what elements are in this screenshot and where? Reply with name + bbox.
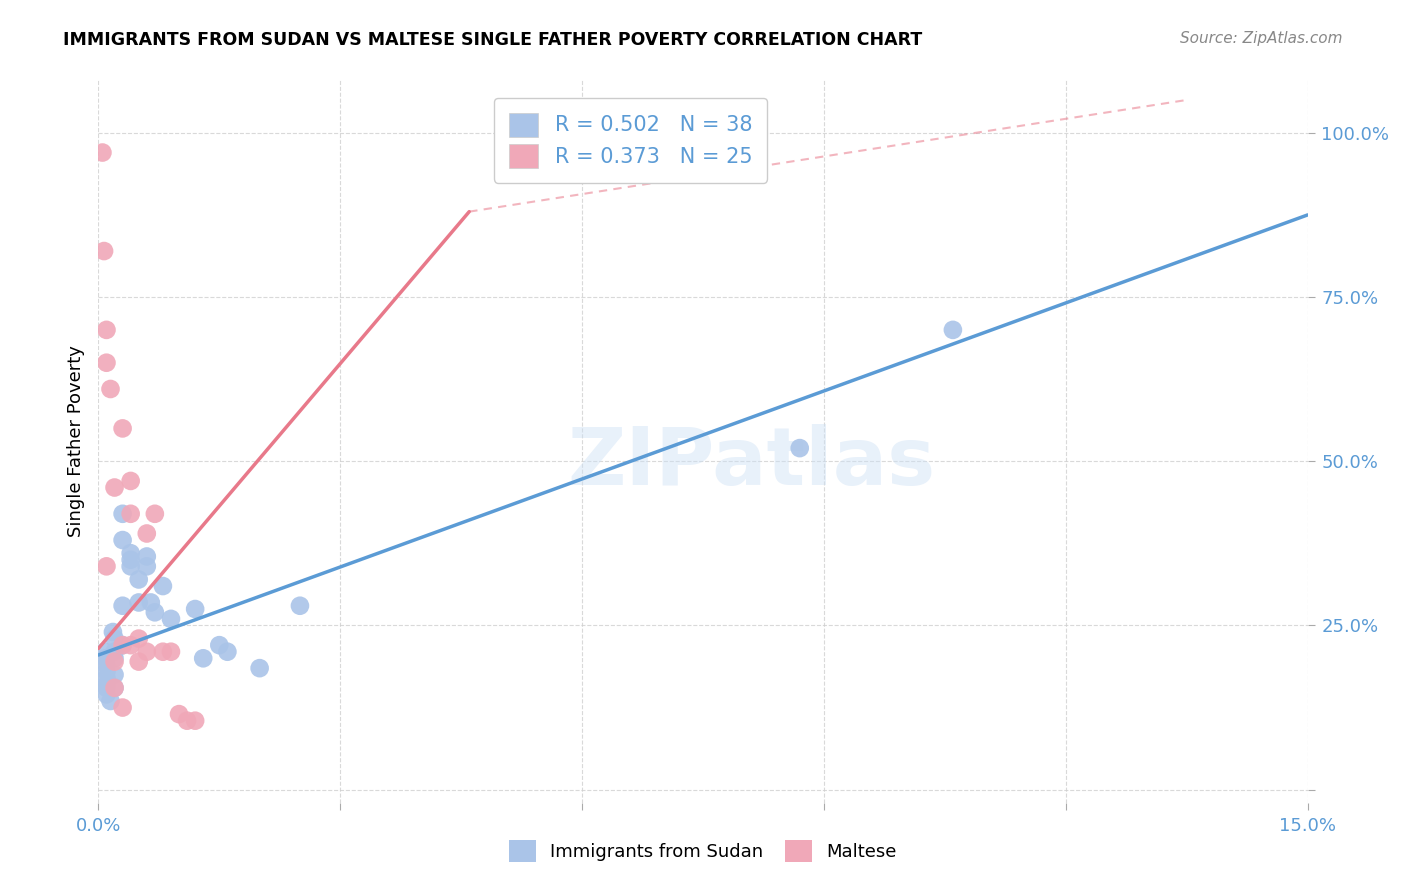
Point xyxy=(103,681,125,695)
Point xyxy=(111,507,134,521)
Point xyxy=(100,382,122,396)
Point xyxy=(111,638,134,652)
Point xyxy=(96,671,118,685)
Point xyxy=(96,323,118,337)
Point xyxy=(152,645,174,659)
Point xyxy=(942,323,965,337)
Point xyxy=(103,651,125,665)
Point xyxy=(789,441,811,455)
Point xyxy=(96,677,118,691)
Point xyxy=(91,145,114,160)
Point xyxy=(288,599,311,613)
Point xyxy=(120,474,142,488)
Point xyxy=(249,661,271,675)
Point xyxy=(128,632,150,646)
Point xyxy=(120,553,142,567)
Point xyxy=(96,559,118,574)
Y-axis label: Single Father Poverty: Single Father Poverty xyxy=(66,345,84,538)
Point xyxy=(111,700,134,714)
Point xyxy=(128,573,150,587)
Point xyxy=(111,421,134,435)
Point xyxy=(120,559,142,574)
Point xyxy=(193,651,215,665)
Point xyxy=(93,244,115,258)
Point xyxy=(94,651,117,665)
Text: Source: ZipAtlas.com: Source: ZipAtlas.com xyxy=(1180,31,1343,46)
Point xyxy=(120,507,142,521)
Legend: Immigrants from Sudan, Maltese: Immigrants from Sudan, Maltese xyxy=(502,833,904,870)
Point xyxy=(160,612,183,626)
Point xyxy=(128,655,150,669)
Point xyxy=(103,655,125,669)
Point xyxy=(120,638,142,652)
Point xyxy=(167,707,190,722)
Point xyxy=(103,667,125,681)
Point xyxy=(120,546,142,560)
Point xyxy=(139,595,162,609)
Point xyxy=(111,599,134,613)
Legend: R = 0.502   N = 38, R = 0.373   N = 25: R = 0.502 N = 38, R = 0.373 N = 25 xyxy=(494,98,766,183)
Text: ZIPatlas: ZIPatlas xyxy=(567,425,935,502)
Point xyxy=(135,526,157,541)
Point xyxy=(94,645,117,659)
Point xyxy=(160,645,183,659)
Text: IMMIGRANTS FROM SUDAN VS MALTESE SINGLE FATHER POVERTY CORRELATION CHART: IMMIGRANTS FROM SUDAN VS MALTESE SINGLE … xyxy=(63,31,922,49)
Point xyxy=(103,481,125,495)
Point xyxy=(143,507,166,521)
Point xyxy=(217,645,239,659)
Point xyxy=(100,694,122,708)
Point xyxy=(101,625,124,640)
Point xyxy=(135,645,157,659)
Point xyxy=(103,681,125,695)
Point xyxy=(152,579,174,593)
Point xyxy=(184,714,207,728)
Point xyxy=(96,665,118,679)
Point xyxy=(143,605,166,619)
Point xyxy=(96,657,118,672)
Point xyxy=(176,714,198,728)
Point xyxy=(111,638,134,652)
Point xyxy=(96,687,118,701)
Point xyxy=(103,645,125,659)
Point xyxy=(96,681,118,695)
Point xyxy=(135,559,157,574)
Point xyxy=(208,638,231,652)
Point xyxy=(128,595,150,609)
Point xyxy=(184,602,207,616)
Point xyxy=(96,356,118,370)
Point xyxy=(135,549,157,564)
Point xyxy=(111,533,134,547)
Point xyxy=(103,632,125,646)
